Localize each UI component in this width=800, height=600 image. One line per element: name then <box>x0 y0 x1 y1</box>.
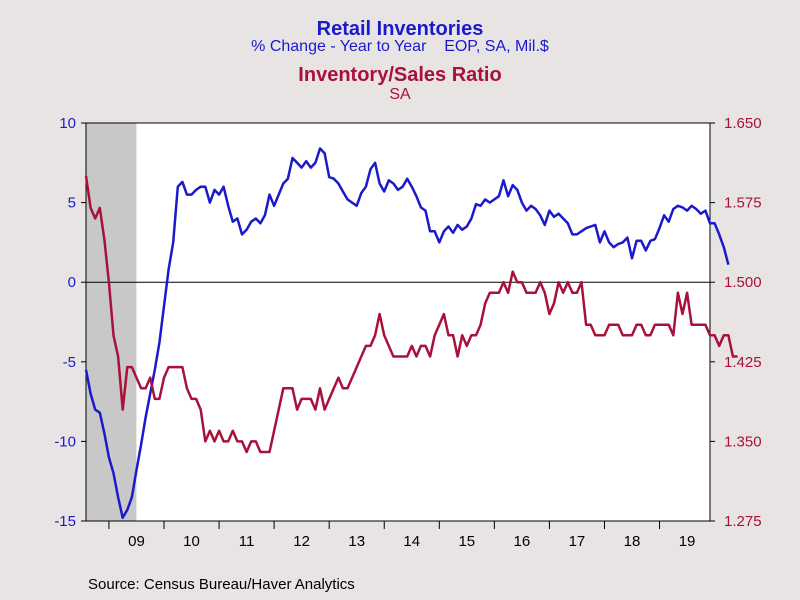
right-tick-label: 1.650 <box>724 115 762 132</box>
right-tick-label: 1.500 <box>724 274 762 291</box>
chart-title: Retail Inventories <box>316 18 484 40</box>
left-tick-label: -10 <box>54 433 76 450</box>
series-line-inventory-sales-ratio <box>84 175 738 454</box>
x-tick-label: 16 <box>514 533 531 550</box>
x-tick-label: 14 <box>403 533 420 550</box>
left-tick-label: -15 <box>54 513 76 530</box>
chart-subtitle-2: SA <box>389 86 411 103</box>
left-tick-label: 5 <box>68 195 76 212</box>
x-tick-label: 17 <box>569 533 586 550</box>
x-tick-label: 12 <box>293 533 310 550</box>
x-tick-label: 09 <box>128 533 145 550</box>
source-note: Source: Census Bureau/Haver Analytics <box>88 576 355 593</box>
x-tick-label: 10 <box>183 533 200 550</box>
right-tick-label: 1.275 <box>724 513 762 530</box>
right-tick-label: 1.425 <box>724 354 762 371</box>
plot-area <box>85 122 711 522</box>
x-tick-label: 18 <box>624 533 641 550</box>
left-tick-label: 10 <box>59 115 76 132</box>
x-tick-label: 11 <box>239 533 255 550</box>
x-tick-label: 13 <box>348 533 365 550</box>
chart-title-2: Inventory/Sales Ratio <box>298 64 502 86</box>
x-tick-label: 15 <box>458 533 475 550</box>
right-tick-label: 1.350 <box>724 433 762 450</box>
left-tick-label: 0 <box>68 274 76 291</box>
left-tick-label: -5 <box>63 354 76 371</box>
right-tick-label: 1.575 <box>724 195 762 212</box>
chart-subtitle: % Change - Year to Year EOP, SA, Mil.$ <box>251 38 549 55</box>
series-line-retail-inventories <box>84 147 730 520</box>
x-tick-label: 19 <box>679 533 696 550</box>
